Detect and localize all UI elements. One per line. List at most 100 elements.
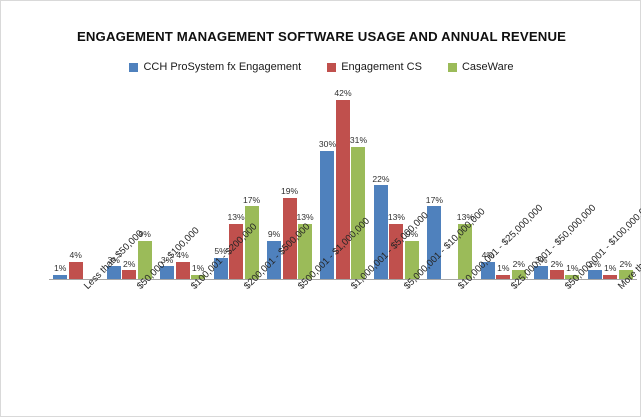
category-group: 30% 42% 31% — [316, 87, 369, 279]
bar[interactable]: 17% — [425, 87, 443, 279]
bar[interactable]: 2% — [587, 87, 602, 279]
bar-value-label: 17% — [425, 194, 443, 205]
bar-value-label: 30% — [318, 139, 337, 150]
bar[interactable]: 9% — [267, 87, 282, 279]
bar-rect — [122, 270, 137, 279]
bar[interactable]: 3% — [534, 87, 549, 279]
category-group: 3% 2% 9% — [102, 87, 155, 279]
bar-rect — [603, 274, 618, 279]
bar-rect — [282, 197, 297, 279]
bar-rect — [160, 266, 175, 279]
bar[interactable]: 17% — [242, 87, 261, 279]
bar-rect — [229, 223, 244, 279]
bar-rect — [320, 151, 335, 279]
bar-rect — [298, 223, 313, 279]
bar[interactable]: 1% — [603, 87, 618, 279]
bar-value-label: 13% — [227, 211, 245, 222]
bar-rect — [335, 99, 350, 279]
bar[interactable]: 1% — [53, 87, 68, 279]
bar-rect — [458, 223, 473, 279]
bar-value-label: 4% — [69, 250, 82, 261]
bar[interactable]: 3% — [160, 87, 175, 279]
bar[interactable] — [84, 87, 98, 279]
bar-rect — [427, 206, 442, 279]
legend-item-label: CaseWare — [461, 61, 514, 73]
bar[interactable]: 22% — [372, 87, 390, 279]
bar-value-label: 17% — [242, 194, 261, 205]
bar-rect — [534, 266, 549, 279]
bar-value-label: 2% — [588, 258, 601, 269]
bar[interactable]: 2% — [511, 87, 526, 279]
bar-rect — [565, 274, 580, 279]
bar-rect — [496, 274, 511, 279]
bar[interactable]: 3% — [106, 87, 121, 279]
bar-rect — [389, 223, 404, 279]
bar-rect — [373, 185, 388, 279]
bar[interactable]: 19% — [281, 87, 298, 279]
legend-swatch-icon — [327, 62, 337, 72]
legend-item-label: Engagement CS — [341, 61, 422, 73]
bar-value-label: 13% — [296, 211, 314, 222]
bar-value-label: 31% — [349, 135, 368, 146]
bar[interactable]: 2% — [618, 87, 633, 279]
bar-value-label: 1% — [497, 263, 510, 274]
bar-rect — [137, 240, 152, 279]
bar-value-label: 3% — [535, 254, 548, 265]
bar[interactable]: 42% — [334, 87, 352, 279]
bar[interactable]: 4% — [480, 87, 495, 279]
bar[interactable]: 30% — [318, 87, 337, 279]
category-group: 17% 13% — [423, 87, 476, 279]
legend-item[interactable]: Engagement CS — [327, 61, 422, 73]
bar[interactable]: 2% — [122, 87, 137, 279]
bar-value-label: 13% — [456, 211, 474, 222]
bar-value-label: 5% — [214, 246, 227, 257]
chart-title: ENGAGEMENT MANAGEMENT SOFTWARE USAGE AND… — [76, 29, 567, 44]
legend-item-label: CCH ProSystem fx Engagement — [143, 61, 302, 73]
bar-value-label: 1% — [191, 263, 205, 274]
category-group: 1% 4% — [49, 87, 102, 279]
legend-item[interactable]: CCH ProSystem fx Engagement — [129, 61, 301, 73]
bar-rect — [480, 261, 495, 279]
bar-value-label: 3% — [107, 254, 120, 265]
bar-value-label: 1% — [54, 263, 67, 274]
bar-rect — [618, 270, 633, 279]
bar-value-label: 2% — [619, 258, 632, 269]
bar-value-label: 9% — [138, 229, 151, 240]
bar[interactable]: 2% — [549, 87, 564, 279]
x-axis-baseline — [49, 279, 637, 280]
bar-value-label: 4% — [481, 250, 495, 261]
bar[interactable]: 5% — [213, 87, 228, 279]
bar[interactable]: 9% — [404, 87, 419, 279]
bar-rect — [587, 270, 602, 279]
bar-rect — [106, 266, 121, 279]
bar[interactable]: 13% — [456, 87, 474, 279]
x-axis-tick-labels: Less than $50,000 $50,000 - $100,000 $100,… — [49, 199, 641, 410]
bar[interactable]: 9% — [137, 87, 152, 279]
bar[interactable]: 13% — [296, 87, 314, 279]
bar-value-label: 13% — [387, 211, 406, 222]
bar[interactable]: 4% — [68, 87, 83, 279]
category-group: 3% 4% 1% — [156, 87, 209, 279]
bar-rect — [191, 274, 206, 279]
bar-rect — [404, 240, 419, 279]
bar[interactable]: 4% — [175, 87, 190, 279]
bar-rect — [53, 274, 68, 279]
bar-value-label: 9% — [267, 229, 281, 240]
category-group: 5% 13% 17% — [209, 87, 262, 279]
category-group: 22% 13% 9% — [370, 87, 423, 279]
bar[interactable]: 1% — [496, 87, 511, 279]
bar[interactable]: 1% — [191, 87, 206, 279]
bar-rect — [213, 257, 228, 279]
bar[interactable]: 31% — [349, 87, 368, 279]
bar-rect — [244, 206, 259, 279]
legend-item[interactable]: CaseWare — [447, 61, 514, 73]
bar[interactable]: 13% — [227, 87, 245, 279]
bar[interactable]: 1% — [565, 87, 580, 279]
bar-value-label: 2% — [550, 258, 563, 269]
bar-rect — [549, 270, 564, 279]
bar-rect — [175, 261, 190, 279]
bar-rect — [511, 270, 526, 279]
category-group: 4% 1% 2% — [477, 87, 530, 279]
bar[interactable]: 13% — [387, 87, 406, 279]
